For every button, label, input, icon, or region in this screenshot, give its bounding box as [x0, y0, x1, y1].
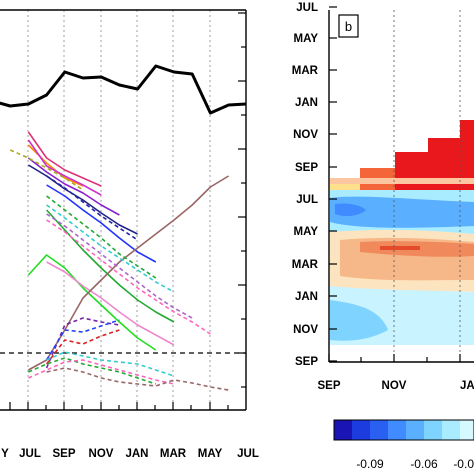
- series-line-8: [27, 254, 157, 351]
- series-line-15: [46, 213, 193, 319]
- cb-label-0: -0.09: [356, 457, 384, 471]
- a-xtick-7: JUL: [237, 448, 259, 460]
- panel-a-series: [0, 64, 246, 391]
- b-ytick-4: NOV: [293, 129, 318, 141]
- heat-low-neg2: [330, 300, 388, 341]
- heat-mid-pos4: [380, 246, 420, 250]
- b-ytick-9: JAN: [295, 291, 318, 303]
- panel-a-axes: [0, 9, 247, 411]
- b-xtick-1: NOV: [382, 380, 407, 392]
- heat-neg-core2: [335, 203, 366, 217]
- b-ytick-2: MAR: [292, 65, 319, 77]
- heat-pos-3: [395, 152, 429, 192]
- a-xtick-4: JAN: [125, 448, 148, 460]
- cb-outline: [333, 419, 474, 441]
- panel-a-bottom-ticks: [9, 402, 229, 410]
- series-line-12: [46, 175, 139, 241]
- panel-a-x-tick-labels: Y JUL SEP NOV JAN MAR MAY JUL: [1, 448, 259, 460]
- cb-box-0: [334, 420, 352, 440]
- series-line-3: [27, 139, 102, 196]
- cb-box-3: [388, 420, 406, 440]
- panel-a: Y JUL SEP NOV JAN MAR MAY JUL: [0, 9, 259, 460]
- a-xtick-2: SEP: [52, 448, 75, 460]
- series-line-14: [46, 204, 175, 293]
- panel-b-bottom-ticks: [328, 354, 461, 362]
- series-line-11: [9, 149, 84, 191]
- series-line-20: [46, 351, 175, 377]
- a-xtick-3: NOV: [89, 448, 114, 460]
- panel-a-grid: [27, 10, 211, 410]
- b-ytick-6: JUL: [296, 194, 318, 206]
- panel-b-tag: b: [345, 19, 352, 34]
- heat-pos-6: [330, 178, 474, 184]
- b-xtick-2: JAN: [460, 380, 474, 392]
- series-line-13: [46, 195, 157, 279]
- panel-b-tag-box: [338, 14, 359, 38]
- b-ytick-7: MAY: [294, 226, 319, 238]
- series-line-4: [27, 157, 120, 216]
- cb-box-7: [460, 420, 474, 440]
- heat-pos-1: [330, 183, 362, 193]
- b-xtick-0: SEP: [317, 380, 340, 392]
- cb-label-1: -0.06: [410, 457, 438, 471]
- cb-box-4: [406, 420, 424, 440]
- b-ytick-1: MAY: [294, 33, 319, 45]
- b-ytick-8: MAR: [292, 259, 319, 271]
- heat-neg-core: [330, 196, 474, 228]
- series-line-18: [45, 319, 120, 361]
- a-xtick-0: Y: [1, 448, 9, 460]
- b-ytick-5: SEP: [295, 162, 318, 174]
- series-line-2: [27, 131, 102, 187]
- cb-box-5: [424, 420, 442, 440]
- series-line-6: [46, 184, 157, 263]
- panel-b-y-tick-labels: JUL MAY MAR JAN NOV SEP JUL MAY MAR JAN …: [292, 2, 319, 368]
- series-line-7: [46, 209, 175, 323]
- b-ytick-3: JAN: [295, 97, 318, 109]
- a-xtick-1: JUL: [19, 448, 41, 460]
- panel-b: JUL MAY MAR JAN NOV SEP JUL MAY MAR JAN …: [292, 2, 474, 471]
- cb-box-6: [442, 420, 460, 440]
- b-ytick-11: SEP: [295, 356, 318, 368]
- panel-a-right-ticks: [238, 12, 246, 388]
- b-ytick-10: NOV: [293, 324, 318, 336]
- series-line-0: [0, 64, 246, 115]
- panel-b-heatmap: [330, 120, 474, 345]
- cb-label-2: -0.0: [453, 457, 474, 471]
- series-line-9: [46, 261, 175, 346]
- panel-b-left-ticks: [329, 6, 337, 362]
- series-line-19: [45, 329, 120, 365]
- panel-b-grid: [393, 10, 461, 362]
- heat-pos-5: [460, 120, 474, 192]
- colorbar: -0.09 -0.06 -0.0: [333, 419, 474, 471]
- series-line-21: [28, 357, 157, 385]
- cb-box-2: [370, 420, 388, 440]
- b-ytick-0: JUL: [296, 2, 318, 14]
- panel-b-x-tick-labels: SEP NOV JAN: [317, 380, 474, 392]
- a-xtick-5: MAR: [160, 448, 187, 460]
- series-line-22: [28, 359, 175, 385]
- series-line-23: [46, 367, 229, 391]
- panel-b-axes: [328, 10, 474, 363]
- a-xtick-6: MAY: [198, 448, 223, 460]
- cb-box-1: [352, 420, 370, 440]
